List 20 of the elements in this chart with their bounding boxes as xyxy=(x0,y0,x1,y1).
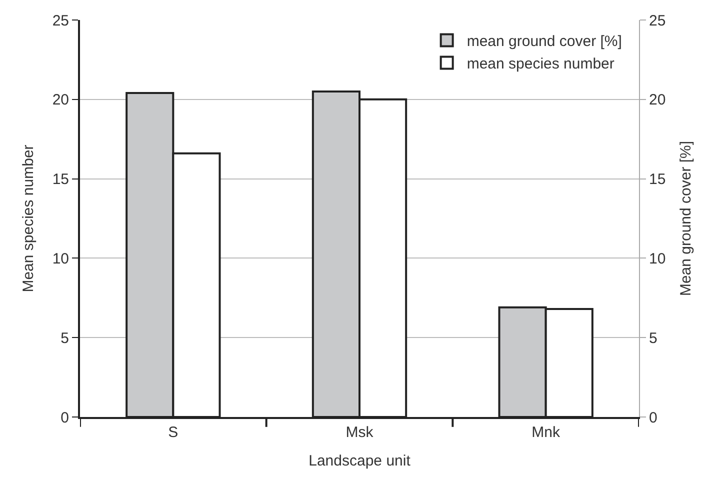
y2-tick-label: 0 xyxy=(649,409,658,426)
y2-axis-title: Mean ground cover [%] xyxy=(678,140,695,296)
y-tick-label: 25 xyxy=(52,12,69,30)
x-tick-label: S xyxy=(168,424,178,441)
y2-tick-label: 20 xyxy=(649,92,666,109)
y2-tick-label: 25 xyxy=(649,12,666,30)
y2-tick-label: 5 xyxy=(649,330,658,347)
y-tick-label: 0 xyxy=(60,409,69,426)
y-tick-label: 10 xyxy=(52,250,69,268)
legend-label: mean ground cover [%] xyxy=(466,33,622,50)
x-tick-label: Msk xyxy=(346,424,374,441)
x-axis-title: Landscape unit xyxy=(308,452,412,470)
y2-tick-label: 10 xyxy=(649,250,666,268)
y2-tick-label: 15 xyxy=(649,171,666,188)
y-tick-label: 20 xyxy=(52,92,69,109)
legend-label: mean species number xyxy=(466,56,614,73)
y-axis-title: Mean species number xyxy=(20,144,38,292)
y-tick-label: 5 xyxy=(60,330,69,347)
x-tick-label: Mnk xyxy=(532,424,560,441)
y-tick-label: 15 xyxy=(52,171,69,188)
